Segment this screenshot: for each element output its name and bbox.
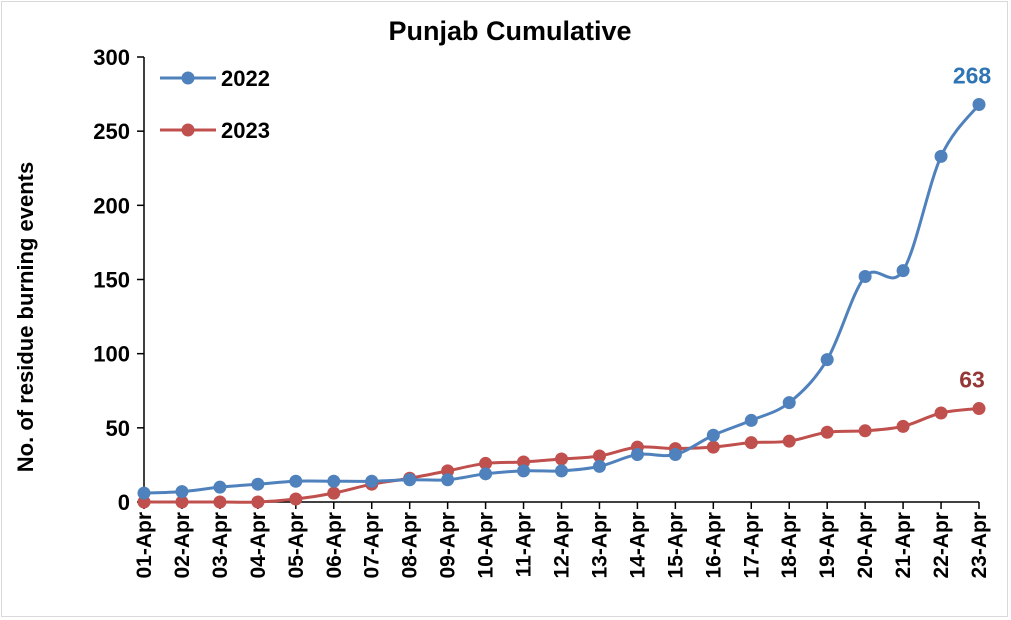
x-tick-label: 10-Apr	[475, 512, 498, 579]
data-point-2022	[782, 396, 796, 410]
data-point-2023	[327, 486, 341, 500]
x-tick-label: 03-Apr	[209, 512, 232, 579]
series-2022: 268	[137, 62, 992, 500]
data-label-2023: 63	[959, 367, 985, 393]
data-point-2023	[972, 402, 986, 416]
data-point-2023	[896, 419, 910, 433]
x-tick-label: 05-Apr	[285, 512, 308, 579]
x-tick-label: 21-Apr	[892, 512, 915, 579]
data-point-2022	[934, 149, 948, 163]
data-point-2023	[479, 456, 493, 470]
data-point-2022	[289, 474, 303, 488]
data-point-2022	[365, 474, 379, 488]
data-point-2023	[820, 425, 834, 439]
data-point-2023	[213, 495, 227, 509]
x-tick-label: 16-Apr	[702, 512, 725, 579]
y-tick-label: 300	[93, 45, 130, 70]
legend-item-2023: 2023	[160, 118, 270, 143]
data-point-2022	[517, 464, 531, 478]
data-point-2022	[251, 477, 265, 491]
data-point-2022	[479, 467, 493, 481]
data-point-2023	[706, 440, 720, 454]
y-tick-label: 150	[93, 268, 130, 293]
legend: 2022 2023	[160, 66, 270, 143]
data-point-2023	[934, 406, 948, 420]
x-tick-label: 22-Apr	[930, 512, 953, 579]
x-tick-label: 18-Apr	[778, 512, 801, 579]
x-tick-label: 13-Apr	[588, 512, 611, 579]
data-point-2023	[555, 452, 568, 466]
legend-label: 2023	[221, 118, 270, 143]
y-tick-label: 50	[106, 416, 130, 441]
data-point-2023	[175, 495, 189, 509]
data-point-2022	[175, 485, 189, 499]
x-tick-label: 20-Apr	[854, 512, 877, 579]
legend-marker	[181, 71, 195, 85]
series-line-2022	[143, 103, 981, 495]
x-tick-label: 06-Apr	[323, 512, 346, 579]
data-point-2022	[441, 473, 455, 487]
data-point-2022	[555, 464, 568, 478]
series-layer: 63 268	[137, 62, 992, 509]
data-point-2022	[592, 459, 606, 473]
y-tick-label: 100	[93, 342, 130, 367]
y-axis-label: No. of residue burning events	[13, 162, 38, 472]
y-tick-label: 200	[93, 193, 130, 218]
data-point-2022	[896, 264, 910, 278]
data-point-2023	[517, 455, 531, 469]
data-point-2023	[289, 492, 303, 506]
data-point-2022	[706, 428, 720, 442]
x-tick-label: 15-Apr	[664, 512, 687, 579]
series-2023: 63	[137, 367, 986, 509]
data-point-2022	[213, 480, 227, 494]
data-point-2022	[327, 474, 341, 488]
data-point-2023	[858, 424, 872, 438]
x-tick-label: 09-Apr	[437, 512, 460, 579]
legend-label: 2022	[221, 66, 270, 91]
y-tick-label: 250	[93, 119, 130, 144]
axes: 0 50 100 150 200 250 300 01-Apr 02-Apr 03-Apr 04-A…	[93, 45, 991, 579]
data-point-2022	[972, 97, 986, 111]
data-point-2023	[744, 436, 758, 450]
data-point-2022	[744, 413, 758, 427]
x-tick-label: 23-Apr	[968, 512, 991, 579]
x-tick-label: 04-Apr	[247, 512, 270, 579]
data-point-2023	[137, 495, 151, 509]
x-tick-label: 02-Apr	[171, 512, 194, 579]
data-point-2022	[403, 473, 417, 487]
y-tick-label: 0	[118, 490, 130, 515]
x-tick-label: 07-Apr	[361, 512, 384, 579]
chart-title: Punjab Cumulative	[388, 16, 631, 46]
data-label-2022: 268	[953, 62, 992, 88]
data-point-2023	[251, 495, 265, 509]
x-tick-label: 08-Apr	[399, 512, 422, 579]
data-point-2022	[820, 353, 834, 367]
x-tick-label: 01-Apr	[133, 512, 156, 579]
x-tick-label: 11-Apr	[513, 512, 536, 577]
data-point-2022	[668, 448, 682, 462]
data-point-2023	[441, 464, 455, 478]
data-point-2023	[592, 449, 606, 463]
x-tick-label: 17-Apr	[740, 512, 763, 579]
x-tick-label: 12-Apr	[551, 512, 574, 579]
data-point-2022	[137, 486, 151, 500]
x-tick-label: 14-Apr	[626, 512, 649, 579]
data-point-2022	[630, 448, 644, 462]
legend-marker	[181, 123, 195, 137]
data-point-2022	[858, 270, 872, 284]
data-point-2023	[782, 434, 796, 448]
legend-item-2022: 2022	[160, 66, 270, 91]
x-tick-label: 19-Apr	[816, 512, 839, 579]
